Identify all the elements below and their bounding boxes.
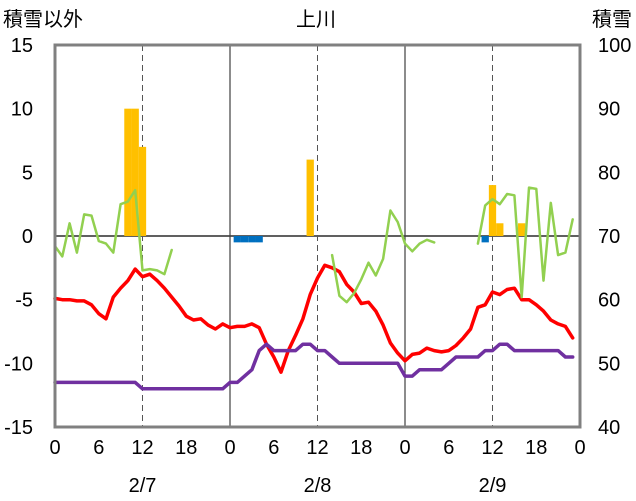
bar: [248, 236, 256, 243]
x-tick-label: 12: [131, 437, 153, 459]
bar: [131, 108, 139, 236]
x-tick-label: 0: [224, 437, 235, 459]
x-tick-label: 6: [93, 437, 104, 459]
right-tick-label: 100: [598, 35, 631, 57]
series-line-2: [53, 186, 574, 304]
chart-title: 上川: [296, 8, 336, 31]
right-tick-label: 60: [598, 290, 620, 312]
bar: [481, 236, 489, 243]
bar: [255, 236, 263, 243]
left-tick-label: 0: [22, 226, 33, 248]
right-axis-ticks: 100 90 80 70 60 50 40: [598, 35, 631, 439]
x-tick-label: 12: [481, 437, 503, 459]
left-axis-title: 積雪以外: [3, 8, 83, 31]
bar: [488, 185, 497, 236]
x-tick-label: 6: [443, 437, 454, 459]
left-tick-label: -5: [15, 290, 33, 312]
x-tick-label: 12: [306, 437, 328, 459]
x-tick-label: 18: [525, 437, 547, 459]
x-axis-ticks: 0 6 12 18 0 6 12 18 0 6 12 18 0: [49, 437, 585, 459]
bar: [306, 159, 314, 236]
x-tick-label: 0: [49, 437, 60, 459]
left-tick-label: -15: [4, 417, 33, 439]
day-label: 2/7: [129, 475, 157, 497]
bar: [518, 223, 526, 236]
left-axis-ticks: 15 10 5 0 -5 -10 -15: [4, 35, 33, 439]
right-axis-title: 積雪: [592, 8, 632, 31]
bar: [240, 236, 249, 243]
bar: [124, 108, 132, 236]
right-tick-label: 90: [598, 99, 620, 121]
x-tick-label: 0: [574, 437, 585, 459]
bar: [138, 146, 147, 236]
x-tick-label: 6: [268, 437, 279, 459]
series-lines: [53, 186, 575, 391]
x-tick-label: 0: [399, 437, 410, 459]
x-tick-label: 18: [350, 437, 372, 459]
right-tick-label: 50: [598, 353, 620, 375]
day-labels: 2/7 2/8 2/9: [129, 475, 507, 497]
x-tick-label: 18: [175, 437, 197, 459]
bar: [233, 236, 241, 243]
left-tick-label: 15: [11, 35, 33, 57]
bar: [496, 223, 504, 236]
day-label: 2/8: [304, 475, 332, 497]
left-tick-label: 10: [11, 99, 33, 121]
bars: [124, 108, 526, 243]
plot-frame: [53, 43, 582, 429]
left-tick-label: -10: [4, 353, 33, 375]
right-tick-label: 70: [598, 226, 620, 248]
day-label: 2/9: [479, 475, 507, 497]
series-line-3: [53, 342, 575, 391]
series-line-1: [53, 263, 575, 374]
left-tick-label: 5: [22, 162, 33, 184]
right-tick-label: 40: [598, 417, 620, 439]
right-tick-label: 80: [598, 162, 620, 184]
